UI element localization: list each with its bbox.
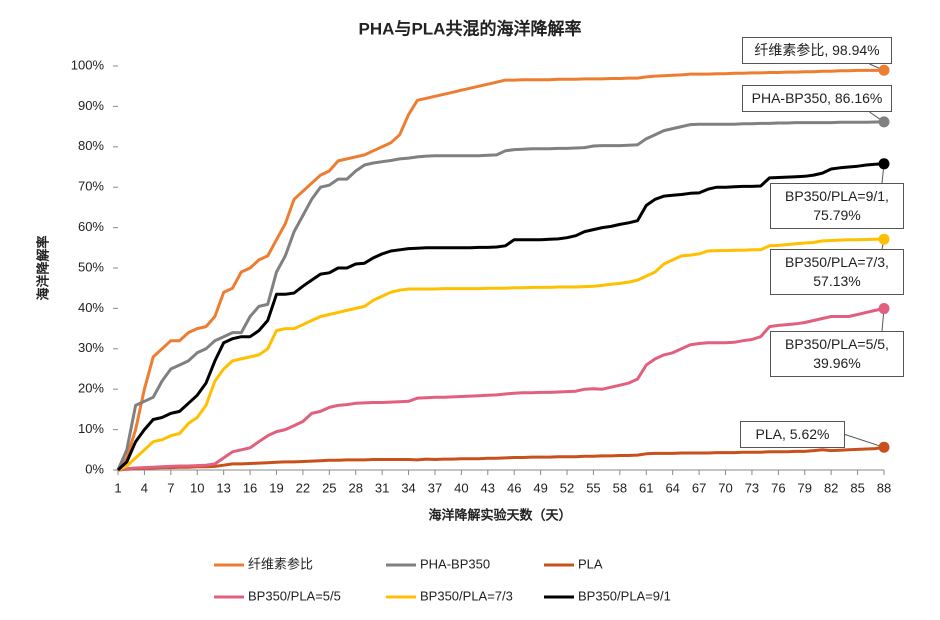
series-line bbox=[116, 68, 885, 471]
x-tick-label: 1 bbox=[114, 480, 121, 495]
x-tick-label: 52 bbox=[560, 480, 574, 495]
x-tick-label: 58 bbox=[613, 480, 627, 495]
end-marker bbox=[878, 441, 890, 453]
x-tick-label: 31 bbox=[375, 480, 389, 495]
x-tick-label: 34 bbox=[401, 480, 415, 495]
x-tick-label: 40 bbox=[454, 480, 468, 495]
x-tick-label: 13 bbox=[216, 480, 230, 495]
x-tick-label: 4 bbox=[141, 480, 148, 495]
end-marker bbox=[878, 233, 890, 245]
x-tick-label: 25 bbox=[322, 480, 336, 495]
data-label: BP350/PLA=7/3, 57.13% bbox=[770, 249, 904, 295]
x-tick-label: 85 bbox=[850, 480, 864, 495]
x-tick-label: 82 bbox=[824, 480, 838, 495]
x-tick-label: 79 bbox=[798, 480, 812, 495]
data-label: PLA, 5.62% bbox=[740, 421, 845, 448]
x-tick-label: 16 bbox=[243, 480, 257, 495]
y-tick-label: 70% bbox=[78, 179, 104, 194]
x-tick-label: 64 bbox=[665, 480, 679, 495]
x-tick-label: 7 bbox=[167, 480, 174, 495]
x-axis-title: 海洋降解实验天数（天） bbox=[428, 507, 571, 522]
x-tick-label: 19 bbox=[269, 480, 283, 495]
callout-leader bbox=[844, 434, 885, 448]
y-tick-label: 0% bbox=[85, 461, 104, 476]
x-tick-label: 10 bbox=[190, 480, 204, 495]
chart-title: PHA与PLA共混的海洋降解率 bbox=[359, 18, 582, 38]
data-label: 纤维素参比, 98.94% bbox=[742, 37, 892, 64]
series-line bbox=[116, 162, 885, 472]
legend-label: BP350/PLA=7/3 bbox=[420, 588, 513, 603]
legend-label: PLA bbox=[578, 556, 603, 571]
end-marker bbox=[878, 303, 890, 315]
x-tick-label: 70 bbox=[718, 480, 732, 495]
series-line bbox=[117, 445, 885, 472]
data-label: BP350/PLA=9/1, 75.79% bbox=[770, 183, 904, 229]
legend-label: BP350/PLA=9/1 bbox=[578, 588, 671, 603]
series-line bbox=[117, 237, 885, 472]
y-axis-title: 海洋降解率 bbox=[35, 235, 50, 300]
end-marker bbox=[878, 64, 890, 76]
x-tick-label: 22 bbox=[296, 480, 310, 495]
legend-label: PHA-BP350 bbox=[420, 556, 490, 571]
legend-label: BP350/PLA=5/5 bbox=[248, 588, 341, 603]
series-line bbox=[116, 120, 885, 471]
end-marker bbox=[878, 116, 890, 128]
y-tick-label: 20% bbox=[78, 381, 104, 396]
x-tick-label: 37 bbox=[428, 480, 442, 495]
data-label: BP350/PLA=5/5, 39.96% bbox=[770, 331, 904, 377]
y-tick-label: 10% bbox=[78, 421, 104, 436]
x-tick-label: 28 bbox=[348, 480, 362, 495]
y-tick-label: 90% bbox=[78, 98, 104, 113]
y-tick-label: 40% bbox=[78, 300, 104, 315]
y-tick-label: 100% bbox=[71, 57, 105, 72]
x-tick-label: 46 bbox=[507, 480, 521, 495]
end-marker bbox=[878, 158, 890, 170]
x-tick-label: 61 bbox=[639, 480, 653, 495]
y-tick-label: 30% bbox=[78, 340, 104, 355]
data-label: PHA-BP350, 86.16% bbox=[742, 85, 892, 112]
y-tick-label: 50% bbox=[78, 259, 104, 274]
legend-label: 纤维素参比 bbox=[248, 556, 313, 571]
x-tick-label: 55 bbox=[586, 480, 600, 495]
x-tick-label: 73 bbox=[745, 480, 759, 495]
y-tick-label: 80% bbox=[78, 138, 104, 153]
x-tick-label: 49 bbox=[533, 480, 547, 495]
x-tick-label: 43 bbox=[481, 480, 495, 495]
x-tick-label: 76 bbox=[771, 480, 785, 495]
series-line bbox=[117, 307, 885, 472]
x-tick-label: 88 bbox=[877, 480, 891, 495]
y-tick-label: 60% bbox=[78, 219, 104, 234]
x-tick-label: 67 bbox=[692, 480, 706, 495]
